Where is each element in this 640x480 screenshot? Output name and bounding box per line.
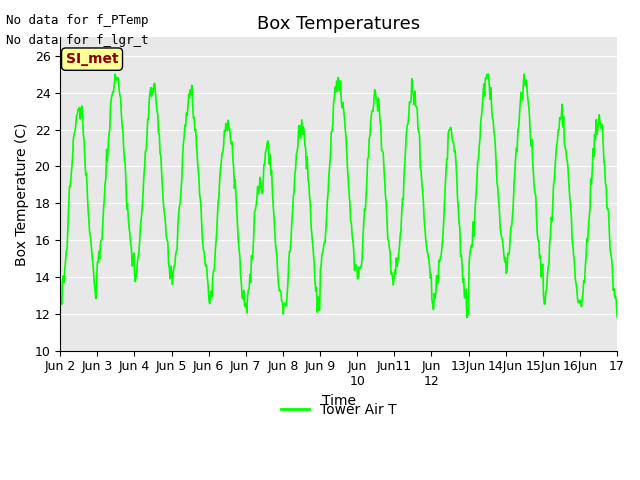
X-axis label: Time: Time — [322, 394, 356, 408]
Legend: Tower Air T: Tower Air T — [275, 397, 402, 422]
Title: Box Temperatures: Box Temperatures — [257, 15, 420, 33]
Text: No data for f_lgr_t: No data for f_lgr_t — [6, 34, 149, 47]
Text: SI_met: SI_met — [66, 52, 118, 66]
Text: No data for f_PTemp: No data for f_PTemp — [6, 14, 149, 27]
Y-axis label: Box Temperature (C): Box Temperature (C) — [15, 122, 29, 266]
